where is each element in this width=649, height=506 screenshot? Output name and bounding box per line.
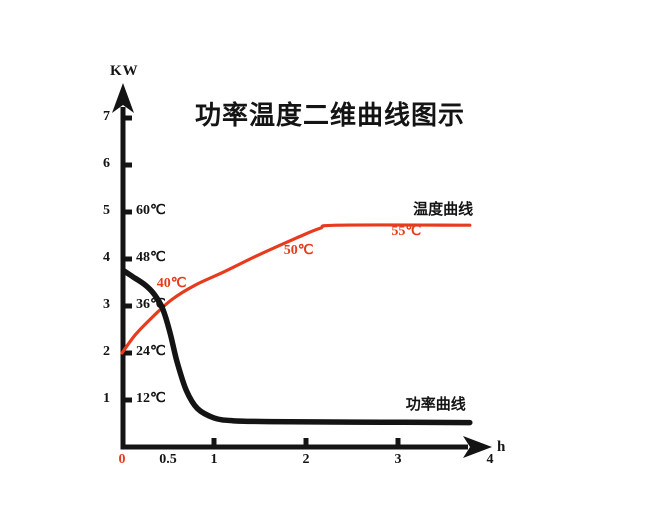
y-tick-mark (123, 350, 132, 356)
x-tick-label: 0 (118, 452, 126, 467)
y-axis-arrow-icon (112, 83, 134, 113)
y-tick-mark (123, 209, 132, 215)
y-tick-mark (123, 303, 132, 309)
temperature-point-label: 50℃ (283, 242, 314, 258)
y-tick-number: 4 (103, 250, 110, 265)
y-tick-number: 2 (103, 344, 110, 359)
y-tick-temp-label: 48℃ (136, 250, 166, 265)
y-tick-temp-label: 60℃ (136, 203, 166, 218)
x-tick-label: 0.5 (159, 452, 177, 467)
series-name-label: 温度曲线 (413, 200, 474, 218)
x-tick-label: 2 (302, 452, 310, 467)
series-curve-power (121, 268, 473, 426)
y-tick-number: 1 (103, 391, 110, 406)
x-axis-arrow-icon (463, 436, 492, 458)
y-axis-unit-label: KW (110, 63, 139, 79)
x-tick-mark (211, 438, 217, 445)
y-tick-temp-label: 12℃ (136, 391, 166, 406)
x-tick-label: 1 (210, 452, 218, 467)
chart-title: 功率温度二维曲线图示 (194, 100, 465, 130)
y-tick-temp-label: 36℃ (136, 297, 166, 312)
y-tick-mark (123, 397, 132, 403)
y-tick-number: 7 (103, 109, 110, 124)
x-tick-label: 3 (394, 452, 402, 467)
y-tick-number: 5 (103, 203, 110, 218)
y-tick-mark (123, 162, 132, 168)
y-tick-mark (123, 256, 132, 262)
y-tick-mark (123, 115, 132, 121)
series-curve-temperature (120, 223, 472, 355)
x-tick-mark (303, 438, 309, 445)
temperature-point-label: 40℃ (156, 275, 187, 291)
x-axis-unit-label: h (497, 439, 506, 455)
x-tick-mark (395, 438, 401, 445)
y-tick-temp-label: 24℃ (136, 344, 166, 359)
y-tick-number: 6 (103, 156, 110, 171)
x-tick-label: 4 (486, 452, 494, 467)
y-tick-number: 3 (103, 297, 110, 312)
series-name-label: 功率曲线 (405, 395, 466, 413)
temperature-point-label: 55℃ (391, 224, 422, 240)
